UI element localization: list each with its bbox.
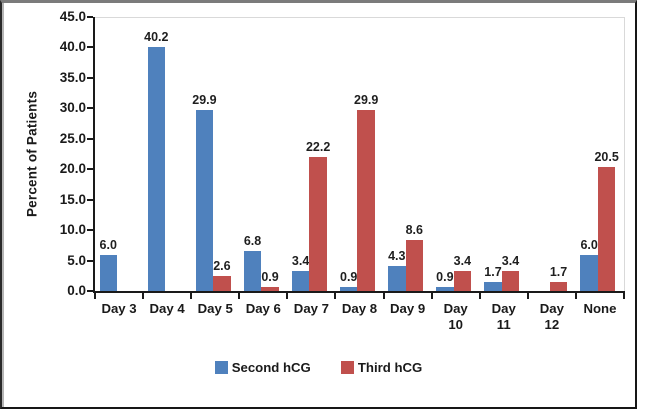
- plot-area: 6.0 40.2 29.9 6.8 3.4 0.9 4.3 0.9 1.7 6.0 2.6 0.9 22…: [95, 17, 625, 292]
- legend-item: Second hCG: [214, 360, 311, 375]
- y-tick-label: 30.0: [59, 100, 86, 116]
- bar-value-label: 3.4: [453, 254, 472, 269]
- bar-value-label: 3.4: [501, 254, 520, 269]
- y-axis-line: [93, 17, 95, 293]
- bar-value-label: 40.2: [144, 30, 169, 45]
- x-category-label: Day 8: [341, 301, 378, 316]
- y-tick-label: 10.0: [59, 222, 86, 238]
- bar-second-hcg: [580, 255, 598, 292]
- x-tick: [574, 293, 577, 299]
- bar-third-hcg: [549, 281, 568, 292]
- y-tick-label: 35.0: [59, 69, 86, 85]
- bar-value-label: 0.9: [340, 269, 358, 284]
- x-category-label: Day 10: [443, 301, 468, 332]
- bar-value-label: 20.5: [594, 150, 619, 165]
- x-tick: [623, 293, 625, 299]
- y-tick: [87, 16, 93, 18]
- legend-label: Third hCG: [357, 360, 423, 375]
- bar-third-hcg: [213, 276, 231, 292]
- bar-second-hcg: [339, 286, 358, 292]
- x-tick: [430, 293, 433, 299]
- x-tick: [286, 293, 289, 299]
- x-category-label: Day 3: [101, 301, 137, 316]
- bar-value-label: 6.8: [243, 233, 262, 248]
- bar-value-label: 0.9: [436, 269, 454, 284]
- y-tick-label: 0.0: [67, 283, 86, 298]
- x-category-label: Day 5: [197, 301, 233, 316]
- bar-third-hcg: [597, 167, 616, 292]
- bar-third-hcg: [405, 239, 424, 292]
- x-tick: [142, 293, 145, 299]
- x-category-label: Day 11: [491, 301, 516, 332]
- x-category-label: Day 7: [293, 301, 329, 316]
- bar-third-hcg: [501, 271, 520, 292]
- y-tick-label: 25.0: [59, 130, 86, 146]
- x-category-label: Day 12: [539, 301, 564, 332]
- y-tick: [87, 46, 93, 49]
- x-category-label: None: [583, 301, 617, 316]
- bar-third-hcg: [453, 271, 472, 292]
- y-tick: [87, 290, 93, 292]
- x-tick: [334, 293, 337, 299]
- bar-second-hcg: [195, 109, 214, 292]
- y-tick-label: 5.0: [67, 252, 86, 268]
- bar-value-label: 6.0: [99, 238, 117, 253]
- y-tick: [87, 107, 93, 110]
- bar-second-hcg: [436, 286, 454, 292]
- bar-value-label: 1.7: [484, 264, 502, 279]
- bar-value-label: 1.7: [549, 264, 568, 279]
- bar-value-label: 22.2: [305, 139, 331, 154]
- x-tick: [526, 293, 529, 299]
- bar-third-hcg: [357, 109, 375, 292]
- y-tick: [87, 259, 93, 262]
- bar-second-hcg: [147, 47, 166, 292]
- legend-swatch-icon: [214, 361, 228, 374]
- y-tick-label: 40.0: [59, 39, 86, 55]
- x-tick: [190, 293, 193, 299]
- bar-value-label: 0.9: [261, 269, 279, 284]
- bar-value-label: 2.6: [213, 259, 231, 274]
- y-tick: [87, 76, 93, 79]
- legend-swatch-icon: [340, 361, 354, 374]
- y-tick: [87, 198, 93, 201]
- bar-third-hcg: [309, 156, 327, 292]
- x-tick: [238, 293, 241, 299]
- bar-second-hcg: [99, 255, 117, 292]
- y-tick: [87, 137, 93, 140]
- bar-value-label: 6.0: [580, 238, 598, 253]
- bar-value-label: 29.9: [192, 92, 217, 107]
- bar-third-hcg: [261, 286, 279, 292]
- x-category-label: Day 4: [149, 301, 185, 316]
- x-axis-line: [93, 291, 625, 293]
- legend: Second hCG Third hCG: [0, 360, 637, 375]
- bar-second-hcg: [484, 281, 502, 292]
- bar-second-hcg: [388, 265, 406, 292]
- x-tick: [94, 293, 96, 299]
- bar-value-label: 8.6: [405, 222, 423, 237]
- legend-item: Third hCG: [340, 360, 423, 375]
- bar-value-label: 4.3: [388, 248, 406, 263]
- x-category-label: Day 9: [389, 301, 426, 316]
- x-tick: [382, 293, 385, 299]
- bar-value-label: 3.4: [291, 254, 310, 269]
- y-tick: [87, 229, 93, 232]
- x-category-label: Day 6: [245, 301, 281, 316]
- bar-second-hcg: [291, 271, 310, 292]
- y-tick-label: 15.0: [59, 191, 86, 207]
- legend-label: Second hCG: [231, 360, 311, 375]
- x-tick: [478, 293, 481, 299]
- y-tick-label: 45.0: [59, 9, 86, 24]
- y-tick: [87, 168, 93, 171]
- y-tick-label: 20.0: [59, 161, 86, 177]
- bar-second-hcg: [243, 250, 262, 292]
- bar-value-label: 29.9: [354, 92, 379, 107]
